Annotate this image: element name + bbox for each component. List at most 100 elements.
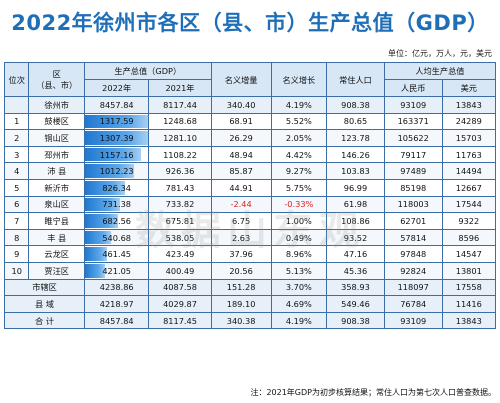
gdp2022-cell: 421.05	[83, 261, 150, 280]
growth-cell: 5.75%	[270, 178, 328, 197]
city-rank-cell	[3, 96, 30, 114]
gdp-bar	[85, 214, 118, 228]
gdp2022-value: 540.68	[102, 232, 131, 243]
population-cell: 108.86	[326, 212, 385, 230]
increase-cell: 85.87	[210, 162, 272, 180]
usd-cell: 8596	[441, 228, 497, 247]
rmb-cell: 92824	[383, 261, 443, 280]
gdp2022-value: 1317.59	[99, 116, 134, 127]
rank-cell: 1	[3, 112, 30, 131]
header-gdp-2021: 2021年	[148, 79, 212, 97]
growth-cell: 1.00%	[270, 212, 328, 230]
population-cell: 103.83	[326, 162, 385, 180]
growth-cell: 9.27%	[270, 162, 328, 180]
usd-cell: 12667	[441, 178, 497, 197]
increase-cell: 2.63	[210, 228, 272, 247]
gdp-bar	[85, 180, 125, 195]
city-increase: 340.40	[210, 96, 272, 114]
table-row: 9 云龙区 461.45 423.49 37.96 8.96% 47.16 97848 1454…	[3, 245, 497, 263]
rank-cell: 9	[3, 245, 30, 263]
gdp2021-cell: 8117.45	[148, 311, 212, 330]
gdp2022-value: 1157.16	[99, 149, 134, 160]
gdp2021-cell: 4087.58	[148, 278, 212, 297]
usd-cell: 11416	[441, 295, 497, 313]
header-percapita: 人均生产总值	[383, 62, 497, 80]
growth-cell: 8.96%	[270, 245, 328, 263]
rank-cell: 5	[3, 178, 30, 197]
district-name: 邳州市	[28, 145, 85, 164]
district-name: 丰 县	[28, 228, 85, 247]
growth-cell: 4.19%	[270, 311, 328, 330]
city-population: 908.38	[326, 96, 385, 114]
table-row: 3 邳州市 1157.16 1108.22 48.94 4.42% 146.26 79117 1…	[3, 145, 497, 164]
growth-cell: 0.49%	[270, 228, 328, 247]
growth-cell: 4.69%	[270, 295, 328, 313]
table-row: 2 铜山区 1307.39 1281.10 26.29 2.05% 123.78 105622…	[3, 129, 497, 147]
gdp-bar	[85, 164, 134, 178]
gdp-bar	[85, 147, 141, 162]
increase-cell: -2.44	[210, 195, 272, 214]
city-total-row: 徐州市 8457.84 8117.44 340.40 4.19% 908.38 …	[3, 96, 497, 114]
rmb-cell: 97489	[383, 162, 443, 180]
gdp2022-cell: 1307.39	[83, 129, 150, 147]
header-district: 区 （县、市）	[28, 62, 85, 97]
district-name: 泉山区	[28, 195, 85, 214]
gdp2021-cell: 1281.10	[148, 129, 212, 147]
growth-cell: 3.70%	[270, 278, 328, 297]
increase-cell: 189.10	[210, 295, 272, 313]
usd-cell: 9322	[441, 212, 497, 230]
gdp2021-cell: 1108.22	[148, 145, 212, 164]
header-rmb: 人民币	[383, 79, 443, 97]
gdp2022-value: 1012.23	[99, 166, 134, 177]
rank-cell: 2	[3, 129, 30, 147]
population-cell: 549.46	[326, 295, 385, 313]
district-name: 沛 县	[28, 162, 85, 180]
gdp-bar	[85, 131, 148, 145]
population-cell: 45.36	[326, 261, 385, 280]
increase-cell: 48.94	[210, 145, 272, 164]
gdp2021-cell: 400.49	[148, 261, 212, 280]
increase-cell: 6.75	[210, 212, 272, 230]
rank-cell: 10	[3, 261, 30, 280]
rmb-cell: 93109	[383, 311, 443, 330]
gdp2022-cell: 682.56	[83, 212, 150, 230]
rmb-cell: 163371	[383, 112, 443, 131]
gdp2022-cell: 8457.84	[83, 311, 150, 330]
page-title: 2022年徐州市各区（县、市）生产总值（GDP）	[11, 11, 489, 35]
gdp-bar	[85, 263, 106, 278]
rmb-cell: 62701	[383, 212, 443, 230]
growth-cell: 5.52%	[270, 112, 328, 131]
header-seq: 位次	[3, 62, 30, 97]
header-increase: 名义增量	[210, 62, 272, 97]
gdp2022-value: 682.56	[102, 215, 131, 226]
increase-cell: 44.91	[210, 178, 272, 197]
district-name: 新沂市	[28, 178, 85, 197]
increase-cell: 26.29	[210, 129, 272, 147]
summary-name: 县 域	[4, 295, 85, 313]
city-usd: 13843	[441, 96, 497, 114]
gdp2021-cell: 423.49	[148, 245, 212, 263]
unit-note: 单位：亿元，万人，元，美元	[388, 49, 492, 58]
gdp2021-cell: 733.82	[148, 195, 212, 214]
gdp2021-cell: 781.43	[148, 178, 212, 197]
header-growth: 名义增长	[270, 62, 328, 97]
usd-cell: 17544	[441, 195, 497, 214]
gdp2022-cell: 731.38	[83, 195, 150, 214]
table-row: 10 贾汪区 421.05 400.49 20.56 5.13% 45.36 92824 138…	[3, 261, 497, 280]
population-cell: 61.98	[326, 195, 385, 214]
gdp2022-cell: 1157.16	[83, 145, 150, 164]
gdp2021-cell: 1248.68	[148, 112, 212, 131]
summary-row: 县 域 4218.97 4029.87 189.10 4.69% 549.46 76784 1…	[4, 295, 497, 313]
increase-cell: 151.28	[210, 278, 272, 297]
rmb-cell: 97848	[383, 245, 443, 263]
gdp-bar	[85, 230, 111, 245]
rmb-cell: 85198	[383, 178, 443, 197]
district-name: 贾汪区	[28, 261, 85, 280]
rmb-cell: 79117	[383, 145, 443, 164]
rmb-cell: 57814	[383, 228, 443, 247]
gdp-table: 位次 区 （县、市） 生产总值（GDP） 名义增量 名义增长 常住人口 人均生产…	[3, 62, 497, 330]
city-growth: 4.19%	[270, 96, 328, 114]
population-cell: 908.38	[326, 311, 385, 330]
growth-cell: 2.05%	[270, 129, 328, 147]
